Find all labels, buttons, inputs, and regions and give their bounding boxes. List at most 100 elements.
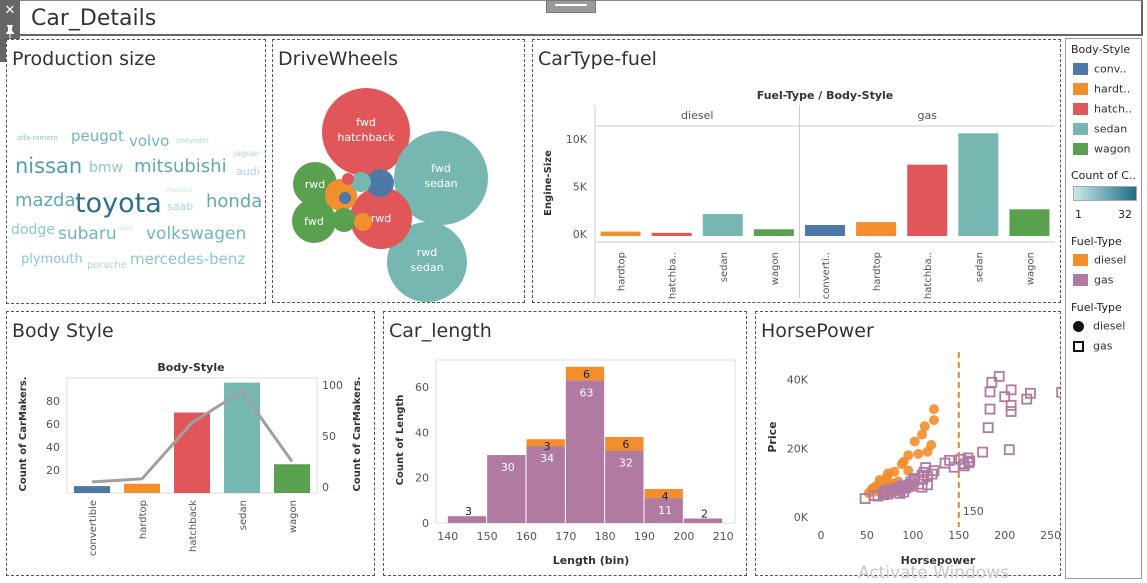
point-gas[interactable] xyxy=(916,481,928,493)
point-diesel[interactable] xyxy=(909,436,920,447)
bar-gas-sedan[interactable] xyxy=(958,133,999,236)
point-gas[interactable] xyxy=(963,457,975,469)
point-diesel[interactable] xyxy=(889,466,900,477)
pin-icon[interactable] xyxy=(0,21,20,41)
bubble-fwd-wagon[interactable]: fwd xyxy=(292,199,336,243)
word-bmw[interactable]: bmw xyxy=(89,160,123,176)
bubble-4wd-sedan[interactable] xyxy=(351,172,371,192)
bubble-fwd-sedan[interactable]: fwd sedan xyxy=(394,131,488,225)
bar-gas-170[interactable] xyxy=(565,380,605,523)
bar-gas-180[interactable] xyxy=(605,450,644,523)
point-gas[interactable] xyxy=(1003,444,1015,456)
word-mazda[interactable]: mazda xyxy=(15,190,76,211)
bar-diesel-170[interactable] xyxy=(565,366,605,381)
bubble-circle[interactable] xyxy=(351,172,371,192)
bubble-circle[interactable] xyxy=(350,187,412,249)
legend-item-gas[interactable]: gas xyxy=(1073,273,1113,289)
bubble-circle[interactable] xyxy=(366,169,394,197)
point-gas[interactable] xyxy=(879,485,891,497)
point-gas[interactable] xyxy=(982,422,994,434)
legend-item-hatchback[interactable]: hatch.. xyxy=(1073,102,1132,118)
point-gas[interactable] xyxy=(993,371,1005,382)
point-gas[interactable] xyxy=(986,376,998,388)
legend-shape-gas[interactable]: gas xyxy=(1073,339,1112,355)
point-gas[interactable] xyxy=(1005,399,1017,411)
bar-gas-150[interactable] xyxy=(487,455,526,523)
word-volkswagen[interactable]: volkswagen xyxy=(146,224,247,244)
bubble-fwd-convertible[interactable] xyxy=(339,192,351,204)
bar-hardtop[interactable] xyxy=(124,483,160,493)
bubble-circle[interactable] xyxy=(394,131,488,225)
word-nissan[interactable]: nissan xyxy=(15,154,83,178)
word-plymouth[interactable]: plymouth xyxy=(21,252,83,267)
bar-gas-190[interactable] xyxy=(644,498,683,523)
word-saab[interactable]: saab xyxy=(167,200,194,213)
point-gas[interactable] xyxy=(984,403,996,415)
close-icon[interactable]: ✕ xyxy=(4,3,16,18)
point-gas[interactable] xyxy=(1056,386,1060,398)
point-gas[interactable] xyxy=(984,386,996,398)
word-audi[interactable]: audi xyxy=(236,165,260,178)
legend-item-diesel[interactable]: diesel xyxy=(1073,253,1126,269)
word-jaguar[interactable]: jaguar xyxy=(234,149,260,158)
bubble-rwd-sedan[interactable]: rwd sedan xyxy=(387,222,467,302)
bar-gas-200[interactable] xyxy=(683,518,723,523)
bubble-circle[interactable] xyxy=(322,88,410,176)
bar-diesel-wagon[interactable] xyxy=(753,229,794,236)
word-mitsubishi[interactable]: mitsubishi xyxy=(134,156,227,177)
bar-diesel-180[interactable] xyxy=(605,436,644,451)
point-gas[interactable] xyxy=(928,465,940,477)
bar-sedan[interactable] xyxy=(224,382,260,493)
point-gas[interactable] xyxy=(1005,384,1017,396)
bubble-circle[interactable] xyxy=(292,199,336,243)
bubble-4wd-hatchback[interactable] xyxy=(342,173,354,185)
legend-item-hardtop[interactable]: hardt.. xyxy=(1073,82,1130,98)
point-diesel[interactable] xyxy=(928,415,939,426)
point-gas[interactable] xyxy=(964,455,976,467)
bar-diesel-hatchback[interactable] xyxy=(651,232,692,236)
point-diesel[interactable] xyxy=(903,465,914,476)
bar-gas-hatchback[interactable] xyxy=(907,164,948,236)
legend-item-wagon[interactable]: wagon xyxy=(1073,142,1130,158)
word-honda[interactable]: honda xyxy=(206,191,263,212)
word-peugot[interactable]: peugot xyxy=(71,127,124,145)
bar-gas-160[interactable] xyxy=(526,446,565,523)
point-diesel[interactable] xyxy=(913,448,924,459)
bubble-rwd-convertible[interactable] xyxy=(366,169,394,197)
word-mercury[interactable]: mercury xyxy=(167,187,192,194)
bar-convertible[interactable] xyxy=(74,486,110,493)
legend-item-sedan[interactable]: sedan xyxy=(1073,122,1127,138)
point-diesel[interactable] xyxy=(903,450,914,461)
word-porsche[interactable]: porsche xyxy=(87,260,127,271)
point-gas[interactable] xyxy=(1025,387,1036,399)
word-mercedes-benz[interactable]: mercedes-benz xyxy=(130,250,246,268)
word-dodge[interactable]: dodge xyxy=(11,222,55,238)
bubble-rwd-hatchback[interactable]: rwd xyxy=(350,187,412,249)
point-diesel[interactable] xyxy=(917,429,928,440)
word-chevrolet[interactable]: chevrolet xyxy=(176,137,209,145)
point-gas[interactable] xyxy=(999,391,1011,403)
word-isuzu[interactable]: isuzu xyxy=(118,225,134,232)
bar-gas-convertible[interactable] xyxy=(805,224,845,236)
word-alfa-romero[interactable]: alfa-romero xyxy=(17,134,58,142)
point-diesel[interactable] xyxy=(928,404,939,415)
point-diesel[interactable] xyxy=(926,439,937,450)
bubble-fwd-hatchback[interactable]: fwd hatchback xyxy=(322,88,410,176)
point-gas[interactable] xyxy=(977,446,989,458)
drag-handle[interactable] xyxy=(546,0,596,13)
bubble-circle[interactable] xyxy=(342,173,354,185)
bar-diesel-hardtop[interactable] xyxy=(600,231,641,236)
bubble-rwd-hardtop[interactable] xyxy=(354,213,372,231)
legend-item-convertible[interactable]: conv.. xyxy=(1073,62,1126,78)
bar-diesel-190[interactable] xyxy=(644,489,683,499)
bar-wagon[interactable] xyxy=(274,464,310,493)
word-toyota[interactable]: toyota xyxy=(75,188,162,219)
count-line[interactable] xyxy=(91,389,294,484)
bubble-circle[interactable] xyxy=(339,192,351,204)
bubble-circle[interactable] xyxy=(332,208,356,232)
word-subaru[interactable]: subaru xyxy=(58,224,117,244)
bubble-circle[interactable] xyxy=(387,222,467,302)
bubble-circle[interactable] xyxy=(354,213,372,231)
bar-diesel-sedan[interactable] xyxy=(702,214,743,236)
bar-gas-wagon[interactable] xyxy=(1009,209,1050,236)
